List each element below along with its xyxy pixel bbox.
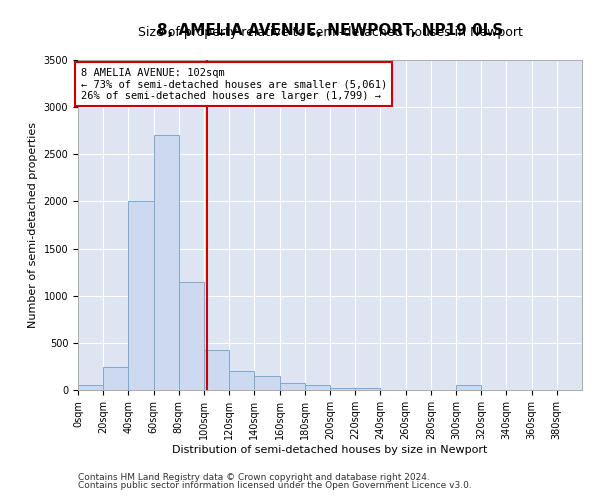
Title: 8, AMELIA AVENUE, NEWPORT, NP19 0LS: 8, AMELIA AVENUE, NEWPORT, NP19 0LS [157, 23, 503, 38]
Bar [128, 202, 154, 390]
Bar [179, 282, 204, 390]
Text: Size of property relative to semi-detached houses in Newport: Size of property relative to semi-detach… [137, 26, 523, 38]
Text: Contains public sector information licensed under the Open Government Licence v3: Contains public sector information licen… [78, 481, 472, 490]
Y-axis label: Number of semi-detached properties: Number of semi-detached properties [28, 122, 38, 328]
Bar [78, 386, 103, 390]
Text: Contains HM Land Registry data © Crown copyright and database right 2024.: Contains HM Land Registry data © Crown c… [78, 472, 430, 482]
Bar [103, 368, 128, 390]
Bar [154, 136, 179, 390]
Bar [229, 371, 254, 390]
Bar [355, 388, 380, 390]
Bar [456, 385, 481, 390]
Bar [330, 388, 355, 390]
Bar [280, 384, 305, 390]
Bar [254, 376, 280, 390]
Bar [204, 350, 229, 390]
Text: 8 AMELIA AVENUE: 102sqm
← 73% of semi-detached houses are smaller (5,061)
26% of: 8 AMELIA AVENUE: 102sqm ← 73% of semi-de… [80, 68, 387, 100]
X-axis label: Distribution of semi-detached houses by size in Newport: Distribution of semi-detached houses by … [172, 444, 488, 454]
Bar [305, 385, 330, 390]
